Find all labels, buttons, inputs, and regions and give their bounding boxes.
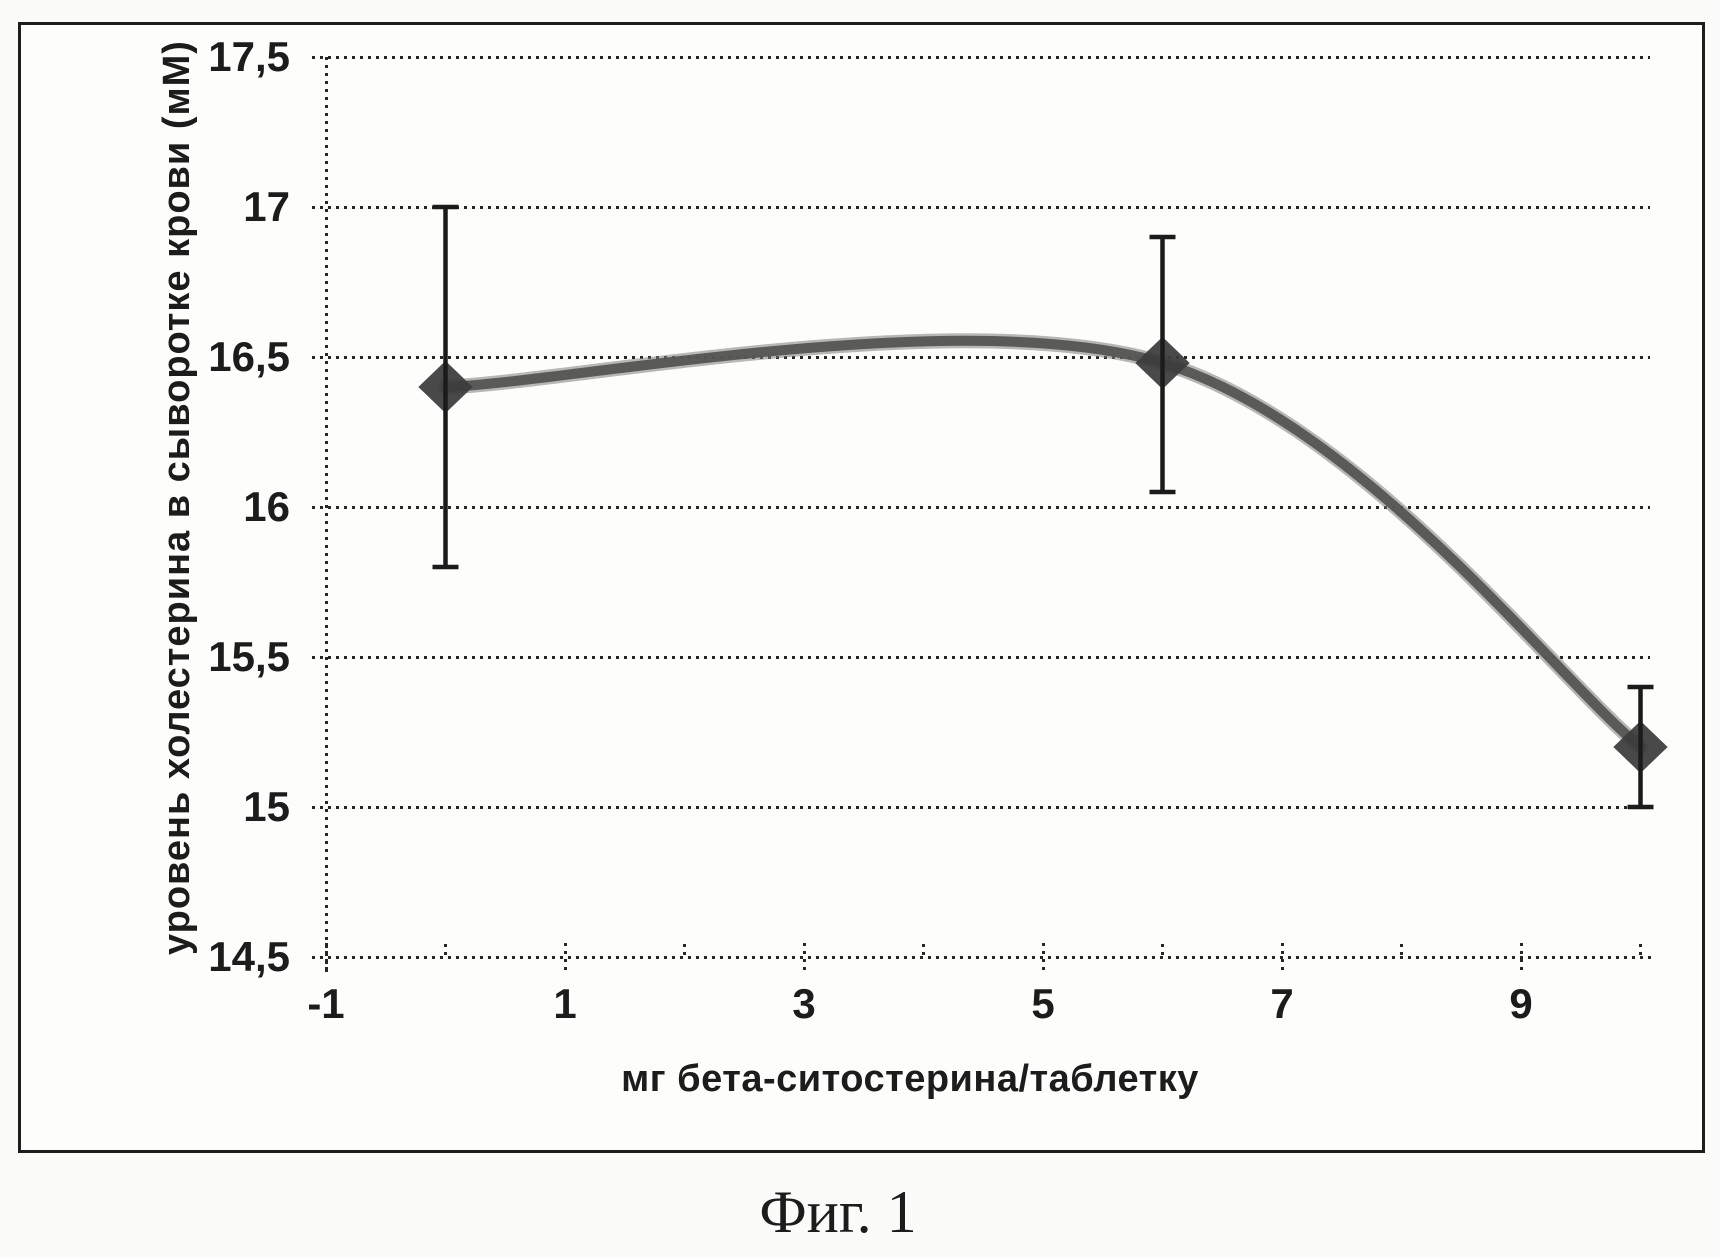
- y-grid-line: [312, 506, 1650, 509]
- x-tick-label: 5: [1031, 980, 1055, 1027]
- figure-frame: [18, 22, 1705, 1153]
- y-tick-label: 16,5: [208, 333, 290, 380]
- x-tick-label: 3: [792, 980, 816, 1027]
- x-tick-label: 9: [1509, 980, 1533, 1027]
- y-grid-line: [312, 56, 1650, 59]
- y-axis-title: уровень холестерина в сыворотке крови (м…: [156, 40, 198, 955]
- x-minor-tick: [1400, 944, 1403, 957]
- x-tick-label: -1: [307, 980, 345, 1027]
- x-tick-label: 1: [553, 980, 577, 1027]
- data-curve: [440, 335, 1646, 752]
- x-minor-tick: [444, 944, 447, 957]
- x-major-tick: [324, 943, 328, 973]
- y-grid-line: [312, 806, 1650, 809]
- x-axis-line: [312, 956, 1653, 959]
- y-tick-label: 15: [243, 783, 290, 830]
- x-major-tick: [1280, 943, 1284, 973]
- x-major-tick: [802, 943, 806, 973]
- y-axis-line: [324, 57, 328, 973]
- figure-caption: Фиг. 1: [759, 1179, 917, 1245]
- y-tick-label: 14,5: [208, 933, 290, 980]
- y-tick-label: 16: [243, 483, 290, 530]
- x-tick-label: 7: [1270, 980, 1294, 1027]
- x-major-tick: [1041, 943, 1045, 973]
- x-minor-tick: [683, 944, 686, 957]
- x-major-tick: [563, 943, 567, 973]
- x-minor-tick: [922, 944, 925, 957]
- x-axis-title: мг бета-ситостерина/таблетку: [621, 1058, 1199, 1100]
- y-tick-label: 17,5: [208, 33, 290, 80]
- x-major-tick: [1519, 943, 1523, 973]
- y-grid-line: [312, 356, 1650, 359]
- y-tick-label: 17: [243, 183, 290, 230]
- x-minor-tick: [1639, 944, 1642, 957]
- data-curve-halo: [438, 333, 1648, 755]
- y-tick-label: 15,5: [208, 633, 290, 680]
- y-grid-line: [312, 206, 1650, 209]
- x-minor-tick: [1161, 944, 1164, 957]
- y-grid-line: [312, 656, 1650, 659]
